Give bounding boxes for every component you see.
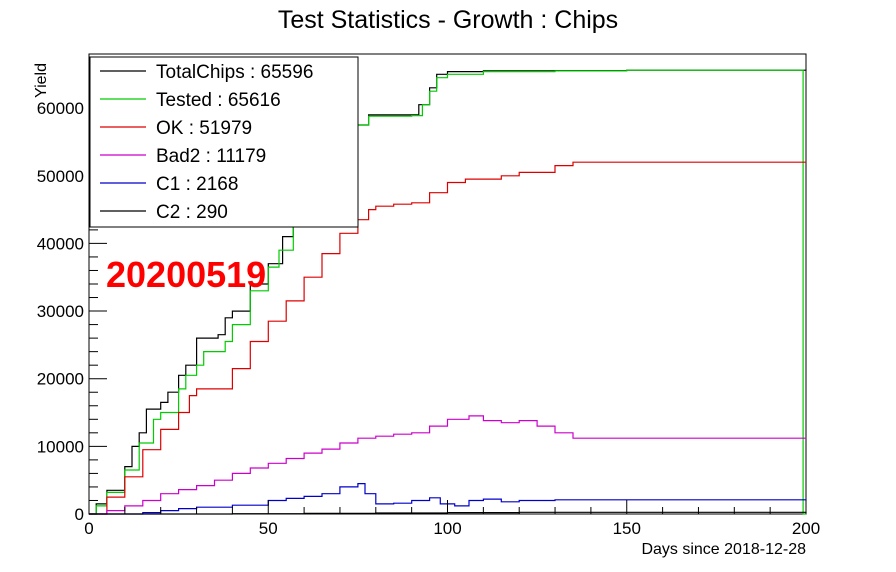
legend-label: Tested : 65616 bbox=[156, 90, 281, 111]
series-line-2 bbox=[89, 69, 806, 515]
x-axis: 0 50 100 150 200 bbox=[84, 500, 820, 538]
x-axis-label: Days since 2018-12-28 bbox=[641, 541, 806, 558]
x-tick-label: 100 bbox=[433, 519, 461, 538]
y-axis-label: Yield bbox=[33, 63, 50, 98]
y-tick-label: 40000 bbox=[37, 234, 84, 253]
y-tick-label: 60000 bbox=[37, 99, 84, 118]
series-line-3 bbox=[89, 161, 807, 515]
series-line-4 bbox=[89, 415, 807, 515]
chart-title: Test Statistics - Growth : Chips bbox=[278, 6, 618, 34]
legend-label: OK : 51979 bbox=[156, 118, 252, 139]
y-tick-label: 50000 bbox=[37, 167, 84, 186]
x-tick-label: 0 bbox=[84, 519, 93, 538]
legend-box bbox=[89, 56, 359, 228]
legend: TotalChips : 65596 Tested : 65616 OK : 519… bbox=[89, 56, 359, 228]
y-tick-label: 20000 bbox=[37, 370, 84, 389]
legend-label: TotalChips : 65596 bbox=[156, 62, 313, 83]
legend-label: C2 : 290 bbox=[156, 202, 228, 223]
x-tick-label: 50 bbox=[259, 519, 278, 538]
y-tick-label: 30000 bbox=[37, 302, 84, 321]
legend-label: Bad2 : 11179 bbox=[156, 146, 266, 167]
y-tick-label: 10000 bbox=[37, 437, 84, 456]
legend-label: C1 : 2168 bbox=[156, 174, 238, 195]
x-tick-label: 150 bbox=[613, 519, 641, 538]
x-tick-label: 200 bbox=[792, 519, 820, 538]
date-annotation: 20200519 bbox=[106, 254, 266, 295]
y-tick-label: 0 bbox=[75, 505, 84, 524]
y-axis: 0 10000 20000 30000 40000 50000 60000 bbox=[37, 53, 107, 524]
